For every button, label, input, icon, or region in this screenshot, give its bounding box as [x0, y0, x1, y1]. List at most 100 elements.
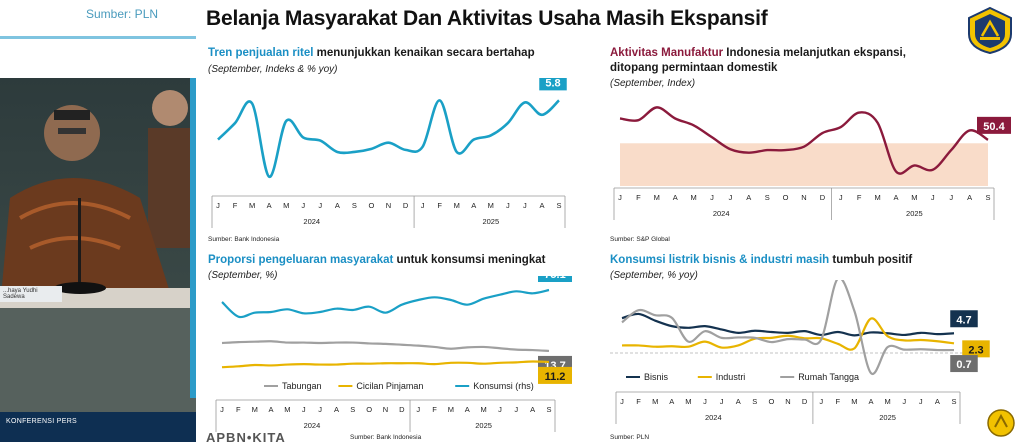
retail-x-tick: F: [233, 201, 238, 210]
electricity-x-tick: A: [669, 397, 674, 406]
retail-x-tick: J: [421, 201, 425, 210]
consumption-x-tick: M: [480, 405, 486, 414]
page-title: Belanja Masyarakat Dan Aktivitas Usaha M…: [206, 7, 768, 30]
pmi-end-label: 50.4: [983, 121, 1005, 133]
consumption-end-label: 11.2: [545, 371, 566, 383]
pmi-x-tick: D: [820, 193, 826, 202]
pmi-x-tick: A: [746, 193, 751, 202]
pmi-x-tick: S: [765, 193, 770, 202]
pmi-x-tick: M: [911, 193, 917, 202]
consumption-x-tick: D: [399, 405, 405, 414]
footer-brand: APBN•KITA: [206, 430, 286, 445]
retail-series-line: [217, 99, 560, 179]
electricity-legend-label: Rumah Tangga: [798, 372, 859, 382]
pmi-x-tick: A: [967, 193, 972, 202]
electricity-x-tick: M: [652, 397, 658, 406]
pmi-x-tick: A: [893, 193, 898, 202]
electricity-chart-title: Konsumsi listrik bisnis & industri masih…: [610, 253, 1010, 268]
pmi-chart: J F M A M J J A S O N D J F M A M J J A S 2024 2025 50.4: [613, 106, 1011, 220]
consumption-end-label-bg: [538, 276, 572, 282]
retail-year-label: 2025: [482, 217, 499, 226]
video-panel: Sumber: PLN ...haya Yudhi Sadewa KONFERE…: [0, 0, 196, 442]
pmi-x-tick: S: [985, 193, 990, 202]
consumption-x-tick: F: [432, 405, 437, 414]
retail-x-tick: N: [386, 201, 391, 210]
footer-logo: [987, 409, 1015, 437]
pmi-contraction-band: [620, 143, 988, 186]
retail-x-tick: J: [506, 201, 510, 210]
retail-x-tick: M: [488, 201, 494, 210]
pmi-year-label: 2025: [906, 209, 923, 218]
retail-x-tick: S: [556, 201, 561, 210]
consumption-x-tick: N: [383, 405, 388, 414]
retail-x-tick: A: [267, 201, 272, 210]
pmi-x-tick: A: [673, 193, 678, 202]
electricity-x-tick: J: [620, 397, 624, 406]
consumption-legend-label: Tabungan: [282, 381, 322, 391]
electricity-end-label: 4.7: [956, 314, 971, 326]
consumption-x-tick: J: [416, 405, 420, 414]
electricity-x-tick: M: [851, 397, 857, 406]
retail-end-label-bg: [539, 78, 567, 91]
retail-chart-source: Sumber: Bank Indonesia: [208, 236, 280, 243]
electricity-title-rest: tumbuh positif: [829, 254, 913, 266]
pmi-chart-subtitle: (September, Index): [610, 78, 696, 89]
consumption-chart-source: Sumber: Bank Indonesia: [350, 434, 422, 441]
retail-title-highlight: Tren penjualan ritel: [208, 47, 314, 59]
electricity-x-tick: A: [736, 397, 741, 406]
consumption-x-tick: A: [465, 405, 470, 414]
pmi-title-highlight: Aktivitas Manufaktur: [610, 47, 724, 59]
video-source-label: Sumber: PLN: [86, 7, 159, 21]
video-bottom-label: KONFERENSI PERS: [6, 418, 78, 425]
consumption-title-highlight: Proporsi pengeluaran masyarakat: [208, 254, 394, 266]
consumption-series-line: [221, 288, 550, 319]
electricity-series-line: [621, 317, 955, 351]
speaker-nameplate: ...haya Yudhi Sadewa: [0, 286, 62, 302]
pmi-x-tick: J: [618, 193, 622, 202]
pmi-x-tick: J: [729, 193, 733, 202]
pmi-x-tick: M: [690, 193, 696, 202]
electricity-x-tick: A: [935, 397, 940, 406]
electricity-x-tick: J: [720, 397, 724, 406]
electricity-end-label: 2.3: [968, 344, 983, 356]
consumption-x-tick: J: [514, 405, 518, 414]
consumption-x-tick: M: [448, 405, 454, 414]
consumption-x-tick: M: [252, 405, 258, 414]
retail-x-tick: J: [216, 201, 220, 210]
electricity-x-tick: F: [836, 397, 841, 406]
retail-x-tick: J: [301, 201, 305, 210]
pmi-x-tick: J: [839, 193, 843, 202]
pmi-chart-title: Aktivitas Manufaktur Indonesia melanjutk…: [610, 46, 940, 76]
electricity-x-tick: O: [768, 397, 774, 406]
retail-x-tick: S: [352, 201, 357, 210]
pmi-x-tick: J: [710, 193, 714, 202]
consumption-legend-label: Cicilan Pinjaman: [356, 381, 423, 391]
pmi-chart-source: Sumber: S&P Global: [610, 236, 670, 243]
pmi-end-label-bg: [977, 116, 1011, 134]
electricity-title-highlight: Konsumsi listrik bisnis & industri masih: [610, 254, 830, 266]
electricity-x-tick: S: [951, 397, 956, 406]
consumption-x-tick: F: [236, 405, 241, 414]
consumption-title-rest: untuk konsumsi meningkat: [393, 254, 546, 266]
retail-year-label: 2024: [303, 217, 320, 226]
consumption-year-label: 2024: [304, 421, 321, 430]
electricity-x-tick: M: [685, 397, 691, 406]
ministry-logo: [968, 6, 1012, 54]
consumption-x-tick: A: [334, 405, 339, 414]
retail-title-rest: menunjukkan kenaikan secara bertahap: [313, 47, 535, 59]
video-bottom-bar: [0, 412, 196, 442]
electricity-chart-subtitle: (September, % yoy): [610, 270, 698, 281]
pmi-series-line: [619, 106, 989, 175]
electricity-year-label: 2025: [879, 413, 896, 422]
retail-x-tick: O: [369, 201, 375, 210]
retail-chart-title: Tren penjualan ritel menunjukkan kenaika…: [208, 46, 598, 61]
pmi-year-label: 2024: [713, 209, 730, 218]
pmi-x-tick: J: [949, 193, 953, 202]
consumption-x-tick: J: [220, 405, 224, 414]
pmi-title-rest: Indonesia melanjutkan ekspansi, ditopang…: [610, 47, 906, 74]
electricity-x-tick: M: [884, 397, 890, 406]
consumption-chart-subtitle: (September, %): [208, 270, 278, 281]
electricity-end-label-bg: [962, 340, 990, 358]
retail-chart: J F M A M J J A S O N D J F M A M J J A S 2024 2025 5.8: [211, 78, 567, 228]
retail-x-tick: A: [471, 201, 476, 210]
